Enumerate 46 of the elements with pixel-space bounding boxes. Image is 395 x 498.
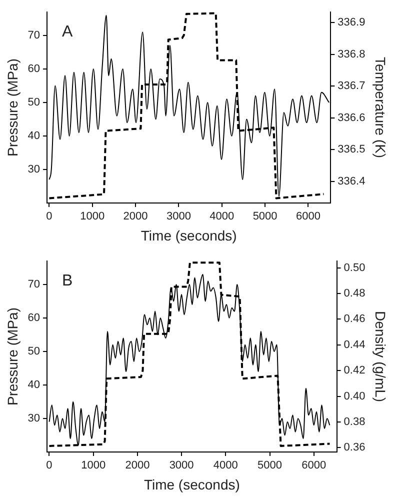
y-tick-label: 40 (28, 130, 40, 142)
y2-axis-title: Density (g/mL) (372, 310, 389, 402)
y2-tick-label: 336.4 (338, 175, 366, 188)
y2-tick-label: 0.38 (344, 416, 366, 428)
y2-tick-label: 0.40 (344, 390, 366, 402)
x-tick-label: 0 (46, 460, 52, 472)
x-tick-label: 3000 (166, 210, 191, 223)
x-tick-label: 5000 (258, 460, 282, 472)
x-tick-label: 0 (46, 210, 52, 223)
y-tick-label: 70 (28, 278, 40, 290)
y-axis-title: Pressure (MPa) (4, 307, 20, 406)
y-tick-label: 60 (28, 312, 40, 324)
y-tick-label: 50 (28, 96, 40, 109)
x-tick-label: 4000 (210, 210, 234, 223)
y2-tick-label: 336.6 (338, 112, 366, 124)
y-tick-label: 50 (28, 346, 40, 358)
x-tick-label: 4000 (213, 460, 238, 472)
y2-tick-label: 0.36 (344, 442, 366, 454)
y2-tick-label: 336.7 (338, 80, 366, 92)
y-tick-label: 30 (28, 412, 40, 425)
y-axis-title: Pressure (MPa) (4, 58, 20, 157)
text: A (62, 23, 74, 40)
x-axis-title: Time (seconds) (144, 476, 240, 492)
x-axis-title: Time (seconds) (140, 227, 237, 244)
y2-tick-label: 336.5 (338, 144, 366, 156)
x-tick-label: 2000 (123, 210, 148, 223)
x-tick-label: 3000 (169, 460, 194, 472)
x-tick-label: 6000 (302, 460, 326, 472)
y-tick-label: 30 (28, 164, 40, 176)
y-tick-label: 40 (28, 379, 40, 392)
y2-tick-label: 0.48 (344, 288, 366, 300)
x-tick-label: 1000 (81, 460, 106, 472)
x-tick-label: 1000 (80, 210, 105, 223)
y2-tick-label: 336.9 (338, 16, 366, 29)
y2-tick-label: 0.46 (344, 313, 366, 326)
y-tick-label: 60 (28, 62, 40, 75)
x-tick-label: 6000 (296, 210, 320, 223)
y2-tick-label: 0.42 (344, 364, 366, 377)
y2-tick-label: 0.44 (344, 338, 366, 351)
y-tick-label: 70 (28, 29, 40, 42)
x-tick-label: 5000 (252, 210, 278, 223)
x-tick-label: 2000 (125, 460, 150, 472)
y2-tick-label: 336.8 (338, 48, 366, 60)
y2-axis-title: Temperature (K) (372, 56, 389, 158)
y2-tick-label: 0.50 (344, 262, 366, 274)
text: B (62, 272, 73, 290)
